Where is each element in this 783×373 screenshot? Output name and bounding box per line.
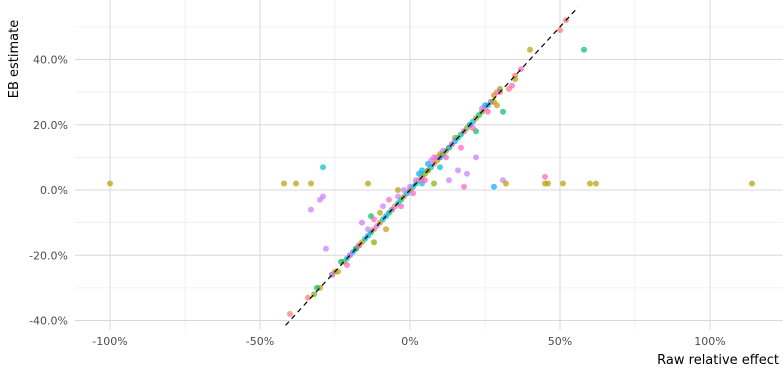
data-point <box>293 180 299 187</box>
x-tick-label: 100% <box>694 335 725 348</box>
data-point <box>470 125 476 131</box>
data-point <box>455 167 461 174</box>
data-point <box>437 164 443 171</box>
data-point <box>320 164 326 171</box>
x-axis-title: Raw relative effect <box>657 353 779 368</box>
data-point <box>527 46 533 53</box>
y-tick-labels: -40.0% -20.0% 0.0% 20.0% 40.0% <box>29 54 68 328</box>
data-point <box>407 183 413 190</box>
data-point <box>317 196 323 203</box>
data-point <box>377 209 383 216</box>
data-points <box>107 17 755 317</box>
data-point <box>419 167 425 174</box>
data-point <box>308 180 314 187</box>
x-tick-label: 0% <box>401 335 418 348</box>
data-point <box>359 219 365 226</box>
data-point <box>464 170 470 177</box>
data-point <box>287 311 293 317</box>
data-point <box>461 183 467 190</box>
grid-lines <box>75 0 783 330</box>
data-point <box>485 108 491 115</box>
data-point <box>479 105 485 112</box>
data-point <box>443 154 449 161</box>
data-point <box>371 239 377 246</box>
x-tick-label: 50% <box>548 335 572 348</box>
data-point <box>344 262 350 268</box>
data-point <box>473 154 479 161</box>
data-point <box>323 245 329 252</box>
data-point <box>509 82 515 89</box>
data-point <box>458 144 464 151</box>
y-tick-label: 40.0% <box>33 54 68 67</box>
data-point <box>560 180 566 187</box>
data-point <box>365 226 371 233</box>
reference-line-group <box>285 6 579 326</box>
data-point <box>365 180 371 187</box>
data-point <box>491 183 497 190</box>
data-point <box>413 177 419 184</box>
data-point <box>503 180 509 187</box>
data-point <box>491 98 497 105</box>
y-tick-label: 20.0% <box>33 119 68 132</box>
data-point <box>308 206 314 213</box>
data-point <box>386 196 392 203</box>
y-tick-label: -20.0% <box>29 249 68 262</box>
data-point <box>281 180 287 187</box>
data-point <box>587 180 593 187</box>
data-point <box>422 177 428 184</box>
data-point <box>431 180 437 187</box>
data-point <box>431 154 437 161</box>
x-tick-labels: -100% -50% 0% 50% 100% <box>92 335 725 348</box>
data-point <box>401 187 407 193</box>
data-point <box>542 173 548 180</box>
data-point <box>437 151 443 158</box>
data-point <box>314 284 320 291</box>
data-point <box>410 190 416 197</box>
data-point <box>557 27 563 34</box>
y-axis-title: EB estimate <box>7 20 22 98</box>
data-point <box>500 108 506 115</box>
data-point <box>395 187 401 193</box>
data-point <box>749 180 755 187</box>
data-point <box>383 226 389 233</box>
data-point <box>305 294 311 301</box>
data-point <box>581 46 587 53</box>
y-tick-label: -40.0% <box>29 315 68 328</box>
x-tick-label: -100% <box>92 335 127 348</box>
data-point <box>335 268 341 275</box>
data-point <box>107 180 113 187</box>
data-point <box>542 180 548 187</box>
data-point <box>380 203 386 210</box>
data-point <box>446 177 452 184</box>
identity-reference-line <box>285 6 579 326</box>
data-point <box>593 180 599 187</box>
x-tick-label: -50% <box>246 335 274 348</box>
data-point <box>494 89 500 96</box>
data-point <box>512 76 518 83</box>
data-point <box>398 203 404 210</box>
data-point <box>395 193 401 200</box>
data-point <box>338 258 344 265</box>
data-point <box>371 216 377 223</box>
y-tick-label: 0.0% <box>40 184 68 197</box>
